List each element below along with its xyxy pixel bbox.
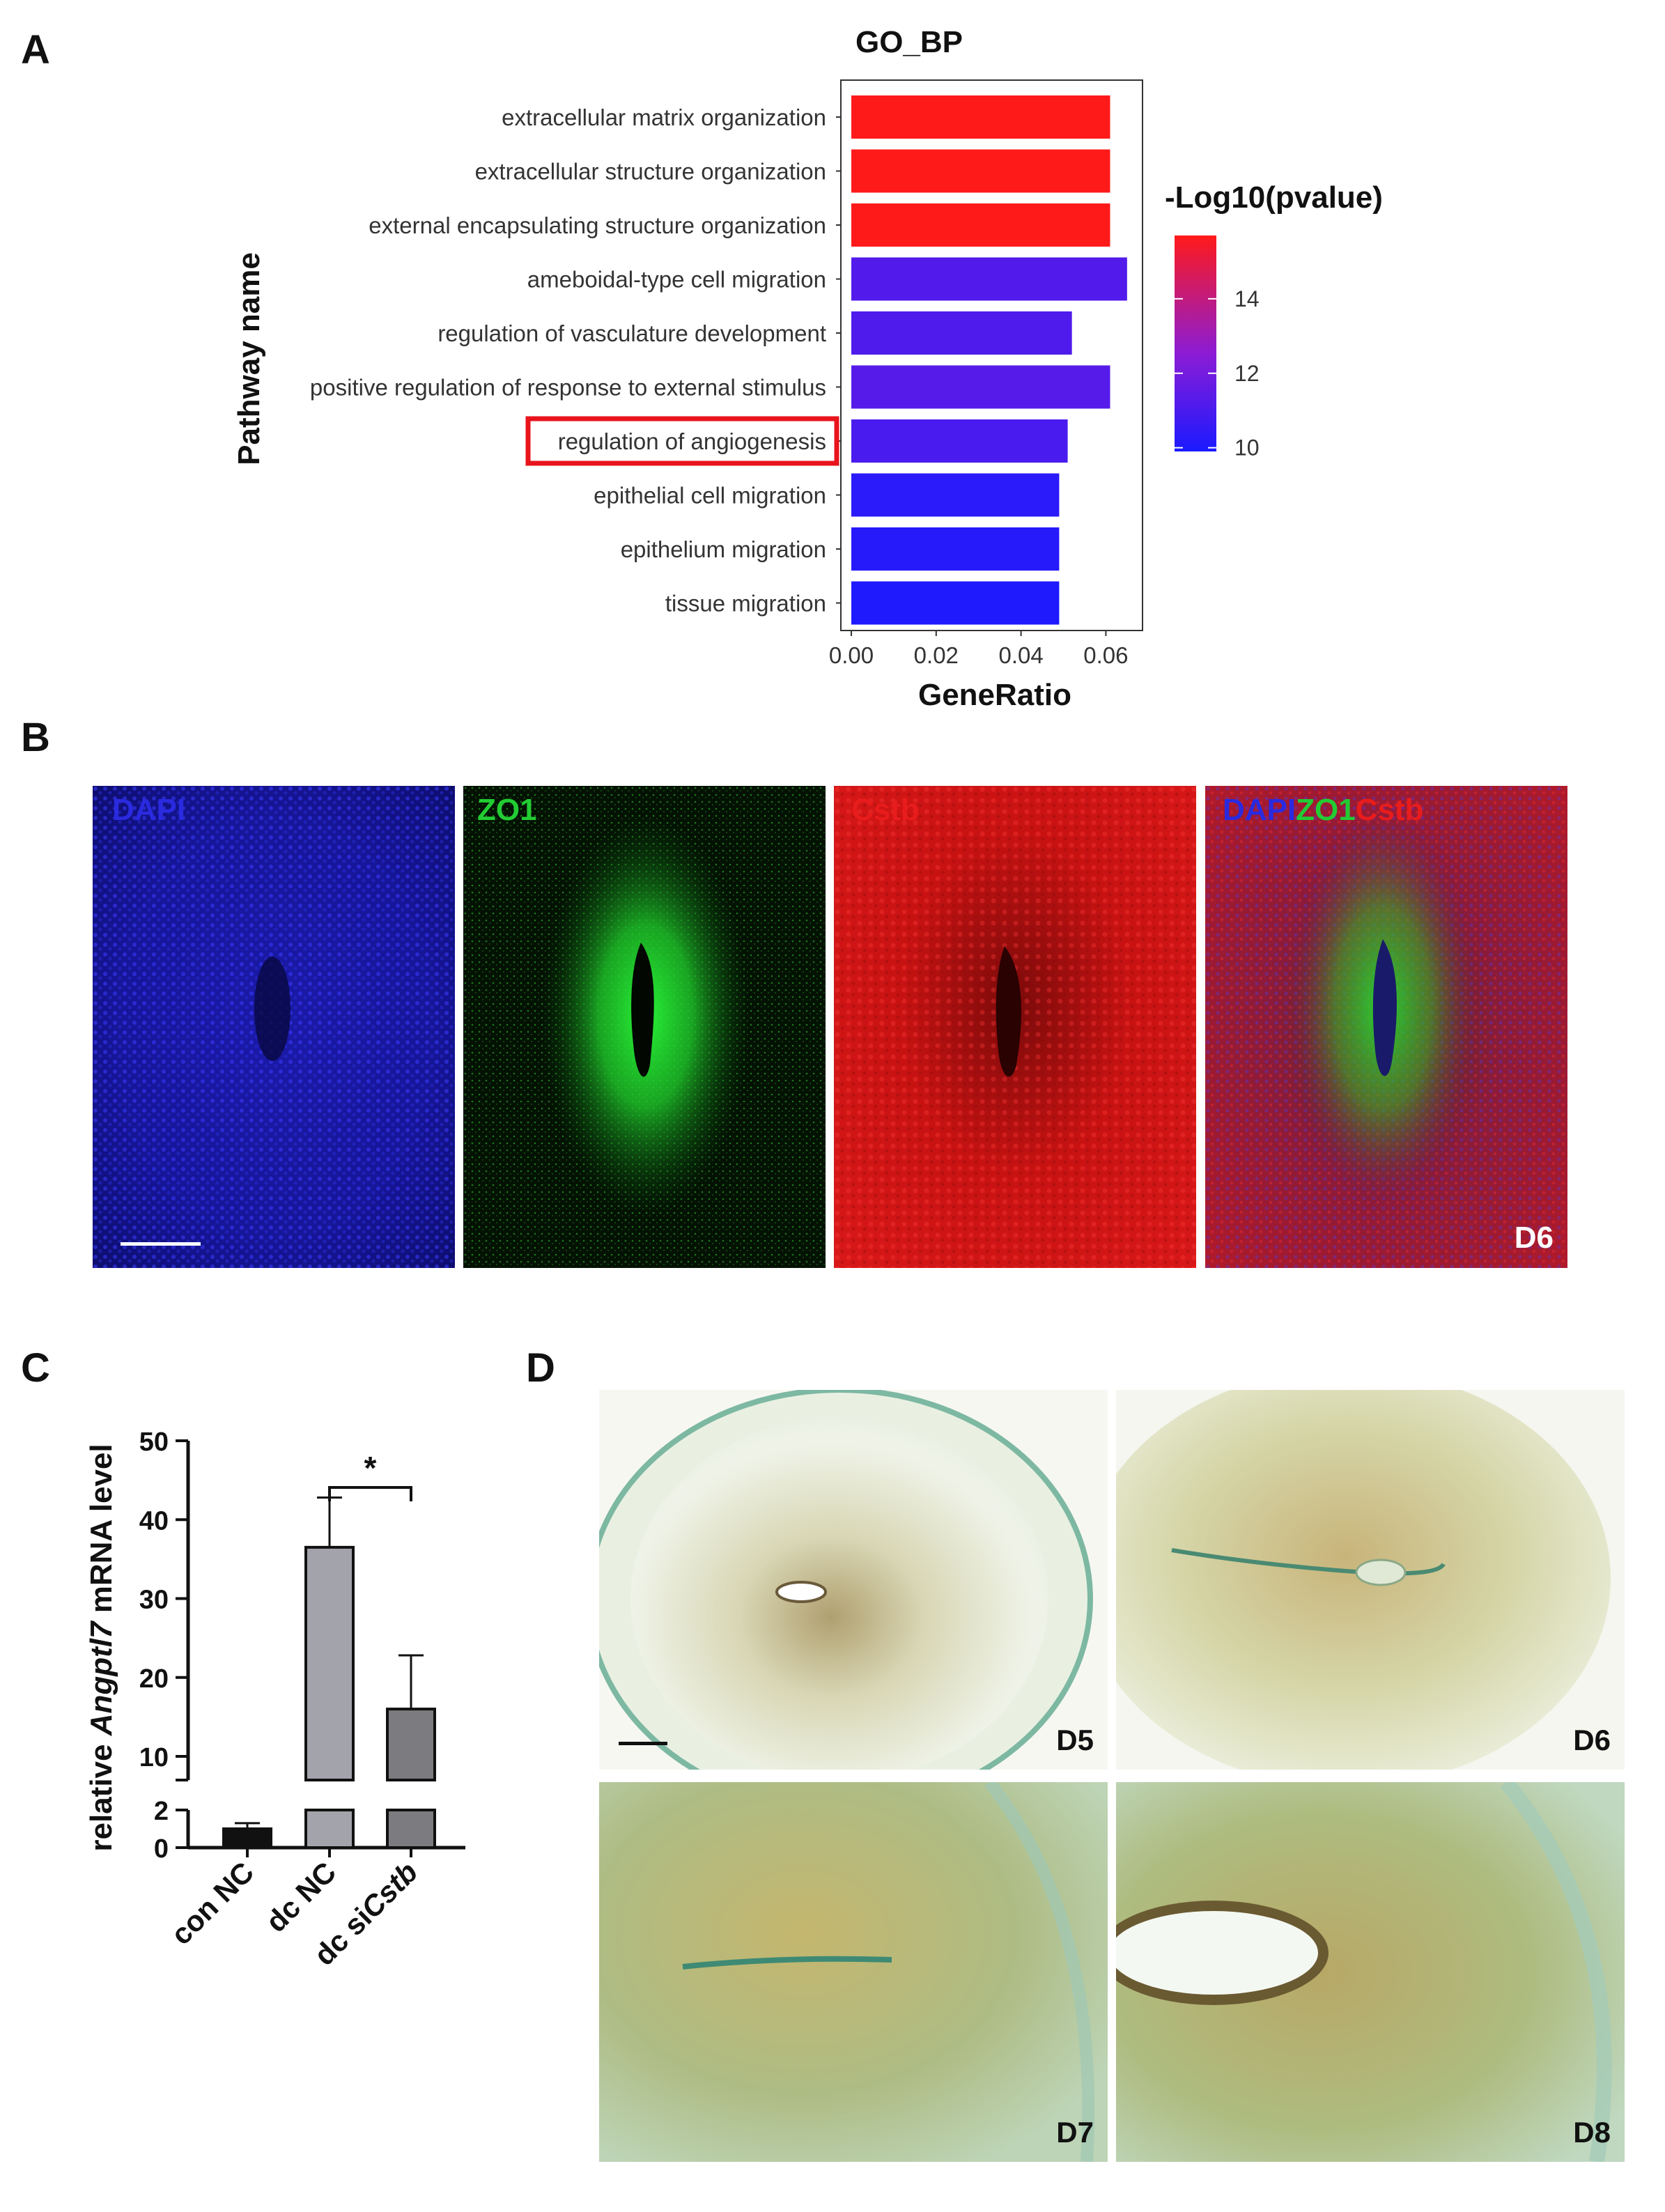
merge-label-dapi: DAPI — [1223, 793, 1296, 827]
histology-image-d6: D6 — [1116, 1390, 1625, 1770]
c-significance-star: * — [364, 1450, 377, 1486]
c-bar-lower — [386, 1809, 436, 1849]
c-bar-lower — [304, 1809, 355, 1849]
c-significance-bracket — [328, 1486, 412, 1501]
colorbar-title: -Log10(pvalue) — [1165, 180, 1383, 215]
histology-label-d7: D7 — [1056, 2116, 1094, 2149]
highlight-box — [525, 416, 839, 466]
bar — [851, 419, 1068, 463]
category-label: tissue migration — [665, 591, 826, 617]
bar — [851, 581, 1060, 625]
merge-label: DAPIZO1Cstb — [1223, 793, 1423, 828]
c-y-tick-label: 10 — [139, 1743, 169, 1772]
histology-image-d7: D7 — [599, 1782, 1108, 2162]
x-tick-label: 0.02 — [914, 642, 959, 668]
bar — [851, 365, 1110, 409]
c-y-tick-label: 20 — [139, 1664, 169, 1694]
histology-label-d5: D5 — [1056, 1724, 1094, 1756]
histology-image-d5: D5 — [599, 1390, 1108, 1770]
histology-label-d6: D6 — [1573, 1724, 1611, 1756]
x-tick-label: 0.06 — [1083, 642, 1128, 668]
fluor-image-merge: DAPIZO1Cstb D6 — [1205, 786, 1567, 1268]
c-bar-upper — [386, 1708, 436, 1782]
fluor-image-dapi: DAPI — [93, 786, 455, 1268]
bar — [851, 311, 1072, 355]
panel-letter-c: C — [21, 1345, 50, 1391]
channel-label-cstb: Cstb — [851, 793, 920, 827]
bar — [851, 257, 1127, 301]
category-label: positive regulation of response to exter… — [310, 375, 826, 401]
bar — [851, 527, 1060, 571]
bar — [851, 149, 1110, 193]
channel-label-zo1: ZO1 — [477, 793, 537, 827]
colorbar-tick-label: 12 — [1234, 361, 1260, 386]
x-axis-title: GeneRatio — [918, 678, 1071, 712]
c-y-tick-label: 0 — [154, 1834, 169, 1864]
panel-letter-d: D — [526, 1345, 555, 1391]
go-bp-bar-chart: GO_BP Pathway name extracellular matrix … — [232, 25, 1383, 712]
category-label: extracellular matrix organization — [502, 105, 826, 130]
c-y-tick-label: 2 — [154, 1797, 169, 1826]
chart-title: GO_BP — [855, 25, 963, 59]
bar — [851, 203, 1110, 247]
histology-image-d8: D8 — [1116, 1782, 1625, 2162]
c-y-axis-title: relative Angptl7 mRNA level — [84, 1444, 118, 1851]
colorbar-tick-label: 10 — [1234, 435, 1260, 461]
fluor-image-cstb: Cstb — [834, 786, 1196, 1268]
panel-letter-a: A — [21, 27, 50, 72]
histology-label-d8: D8 — [1573, 2116, 1611, 2149]
plot-frame — [840, 79, 1143, 631]
x-tick-label: 0.04 — [998, 642, 1043, 668]
angptl7-bar-chart: relative Angptl7 mRNA level 504030201020… — [84, 1428, 465, 1972]
c-bar — [222, 1827, 272, 1849]
bar — [851, 95, 1110, 139]
merge-label-cstb: Cstb — [1355, 793, 1424, 827]
category-label: regulation of angiogenesis — [558, 428, 826, 454]
colorbar — [1175, 235, 1216, 451]
c-y-tick-label: 30 — [139, 1586, 169, 1615]
c-bar-upper — [304, 1545, 355, 1781]
c-category-label: con NC — [164, 1855, 260, 1951]
category-label: epithelium migration — [621, 536, 826, 562]
colorbar-tick-label: 14 — [1234, 286, 1260, 311]
channel-label-dapi: DAPI — [112, 793, 186, 827]
category-label: extracellular structure organization — [475, 159, 826, 185]
day-label: D6 — [1514, 1221, 1554, 1255]
category-label: external encapsulating structure organiz… — [369, 212, 826, 238]
panel-letter-b: B — [21, 715, 50, 760]
x-tick-label: 0.00 — [829, 642, 874, 668]
category-label: epithelial cell migration — [594, 483, 826, 509]
category-label: regulation of vasculature development — [437, 320, 826, 346]
bar — [851, 473, 1060, 517]
c-category-text: con NC — [164, 1855, 260, 1951]
category-label: ameboidal-type cell migration — [527, 267, 826, 293]
c-y-tick-label: 40 — [139, 1506, 169, 1536]
c-y-tick-label: 50 — [139, 1428, 169, 1457]
fluor-image-zo1: ZO1 — [463, 786, 826, 1268]
y-axis-title: Pathway name — [232, 252, 266, 465]
merge-label-zo1: ZO1 — [1296, 793, 1356, 827]
